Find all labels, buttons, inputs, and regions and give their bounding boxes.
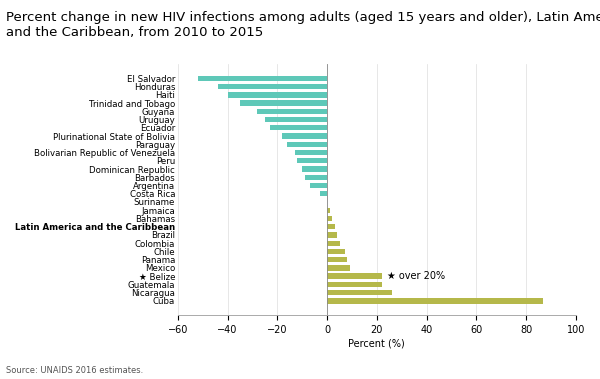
Bar <box>283 133 327 139</box>
Text: Percent change in new HIV infections among adults (aged 15 years and older), Lat: Percent change in new HIV infections amo… <box>6 11 600 39</box>
Bar <box>327 232 337 238</box>
Bar <box>327 290 392 295</box>
Bar <box>218 84 327 89</box>
Text: Source: UNAIDS 2016 estimates.: Source: UNAIDS 2016 estimates. <box>6 366 143 375</box>
Bar <box>327 216 332 221</box>
Bar <box>295 150 327 155</box>
Bar <box>297 158 327 163</box>
Bar <box>327 282 382 287</box>
Bar <box>305 175 327 180</box>
Bar <box>327 241 340 246</box>
Bar <box>327 208 329 213</box>
Bar <box>287 142 327 147</box>
Bar <box>257 109 327 114</box>
X-axis label: Percent (%): Percent (%) <box>349 339 405 349</box>
Text: ★ over 20%: ★ over 20% <box>387 271 445 281</box>
Bar <box>302 166 327 172</box>
Bar <box>327 249 344 254</box>
Bar <box>310 183 327 188</box>
Bar <box>320 191 327 196</box>
Bar <box>327 224 335 229</box>
Bar <box>265 117 327 122</box>
Bar <box>327 298 544 304</box>
Bar <box>270 125 327 130</box>
Bar <box>327 257 347 262</box>
Bar <box>227 92 327 97</box>
Bar <box>198 76 327 81</box>
Bar <box>327 274 382 279</box>
Bar <box>327 265 350 271</box>
Bar <box>240 100 327 106</box>
